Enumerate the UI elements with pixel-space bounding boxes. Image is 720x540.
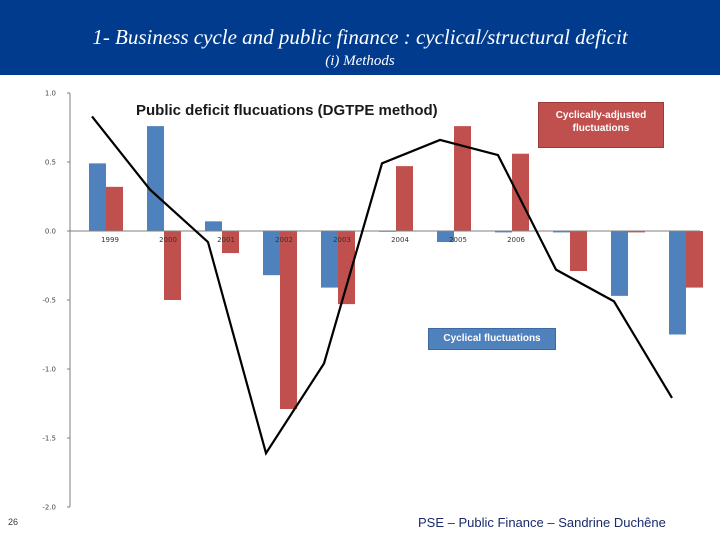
chart-title: Public deficit flucuations (DGTPE method… (136, 102, 438, 119)
legend-cyclically-adjusted: Cyclically-adjusted fluctuations (538, 102, 664, 148)
y-tick-label: -1.5 (42, 435, 56, 443)
y-tick-label: 0.5 (45, 159, 56, 167)
y-tick-label: 0.0 (45, 228, 56, 236)
cyclical-bar (205, 221, 222, 231)
adjusted-bar (396, 166, 413, 231)
x-tick-label: 1999 (101, 236, 119, 244)
adjusted-bar (280, 231, 297, 409)
cyclical-bar (147, 126, 164, 231)
adjusted-bar (512, 154, 529, 231)
adjusted-bar (454, 126, 471, 231)
cyclical-bar (669, 231, 686, 335)
x-tick-label: 2001 (217, 236, 235, 244)
slide-number: 26 (8, 517, 18, 527)
slide-subtitle: (i) Methods (0, 52, 720, 70)
x-tick-label: 2002 (275, 236, 293, 244)
cyclical-bar (89, 163, 106, 231)
adjusted-bar (686, 231, 703, 288)
y-tick-label: -1.0 (42, 366, 56, 374)
x-tick-label: 2005 (449, 236, 467, 244)
adjusted-bar (106, 187, 123, 231)
x-tick-label: 2004 (391, 236, 409, 244)
y-tick-label: 1.0 (45, 90, 56, 98)
legend-cyclical: Cyclical fluctuations (428, 328, 556, 350)
slide-header: 1- Business cycle and public finance : c… (0, 0, 720, 75)
x-tick-label: 2000 (159, 236, 177, 244)
adjusted-bar (570, 231, 587, 271)
y-tick-label: -0.5 (42, 297, 56, 305)
x-tick-label: 2003 (333, 236, 351, 244)
footer-text: PSE – Public Finance – Sandrine Duchêne (418, 515, 666, 530)
slide-title: 1- Business cycle and public finance : c… (0, 24, 720, 50)
x-tick-label: 2006 (507, 236, 525, 244)
y-tick-label: -2.0 (42, 504, 56, 512)
cyclical-bar (611, 231, 628, 296)
